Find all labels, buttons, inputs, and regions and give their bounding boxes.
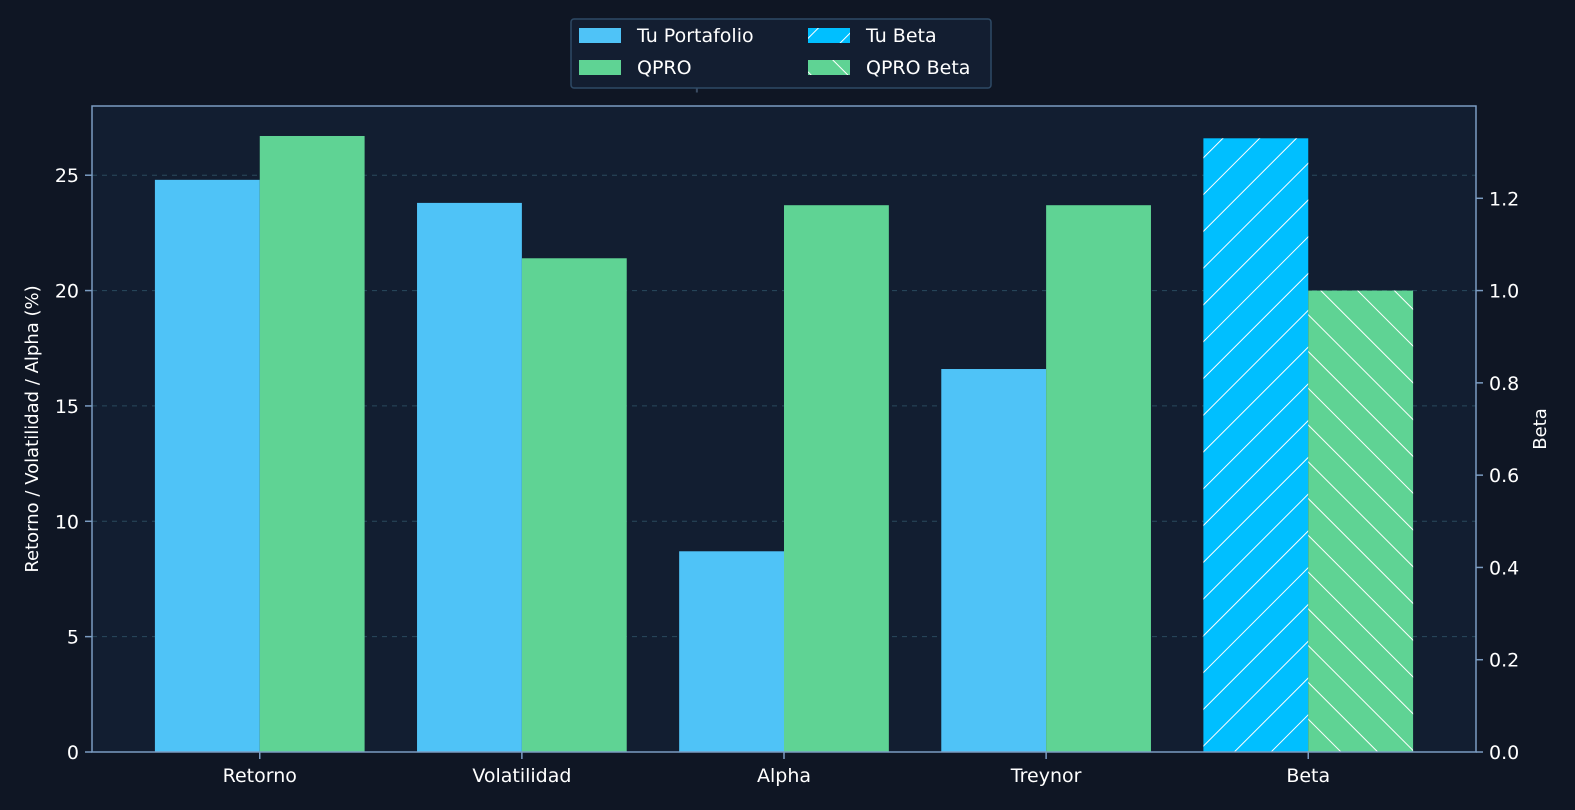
legend-swatch-hatch xyxy=(808,28,850,43)
legend-label: Tu Beta xyxy=(865,25,937,47)
bars xyxy=(154,135,1414,753)
bar-tu-portafolio xyxy=(154,179,260,753)
axes: 0 5 10 15 20 25 0.0 0.2 0.4 0.6 0.8 1.0 1.2 Retorno Vo… xyxy=(55,165,1519,787)
x-tick-label: Beta xyxy=(1286,765,1330,787)
y-tick-label: 25 xyxy=(55,165,79,187)
y-tick-label: 15 xyxy=(55,396,79,418)
legend-swatch-hatch xyxy=(808,60,850,75)
x-tick-label: Treynor xyxy=(1010,765,1082,787)
y2-tick-label: 0.8 xyxy=(1489,373,1519,395)
legend-label: QPRO xyxy=(637,57,692,79)
y2-axis-label: Beta xyxy=(1530,408,1551,450)
y2-tick-label: 1.2 xyxy=(1489,188,1519,210)
bar-tu-portafolio xyxy=(679,551,784,752)
bar-qpro xyxy=(1046,205,1151,752)
x-tick-label: Retorno xyxy=(223,765,297,787)
legend-swatch xyxy=(579,28,621,43)
y-axis-label: Retorno / Volatilidad / Alpha (%) xyxy=(22,285,43,572)
y2-tick-label: 0.6 xyxy=(1489,465,1519,487)
y2-tick-label: 0.0 xyxy=(1489,742,1519,764)
bar-qpro xyxy=(784,205,889,752)
legend-label: QPRO Beta xyxy=(866,57,970,79)
legend-label: Tu Portafolio xyxy=(636,25,754,47)
legend-swatch xyxy=(579,60,621,75)
legend-box xyxy=(570,18,992,89)
y-tick-label: 5 xyxy=(67,627,79,649)
bar-hatch xyxy=(1308,290,1414,752)
y2-tick-label: 0.2 xyxy=(1489,650,1519,672)
bar-tu-portafolio xyxy=(941,369,1047,752)
bar-qpro xyxy=(259,135,365,752)
bar-tu-portafolio xyxy=(417,202,522,752)
y-tick-label: 20 xyxy=(55,281,79,303)
bar-qpro xyxy=(521,258,627,752)
y2-tick-label: 0.4 xyxy=(1489,557,1519,579)
x-tick-label: Volatilidad xyxy=(472,765,571,787)
x-tick-label: Alpha xyxy=(757,765,811,787)
legend: Tu Portafolio QPRO Tu Beta QPRO Beta xyxy=(570,18,992,89)
y2-tick-label: 1.0 xyxy=(1489,281,1519,303)
bar-hatch xyxy=(1203,138,1309,753)
y-tick-label: 0 xyxy=(67,742,79,764)
y-tick-label: 10 xyxy=(55,511,79,533)
